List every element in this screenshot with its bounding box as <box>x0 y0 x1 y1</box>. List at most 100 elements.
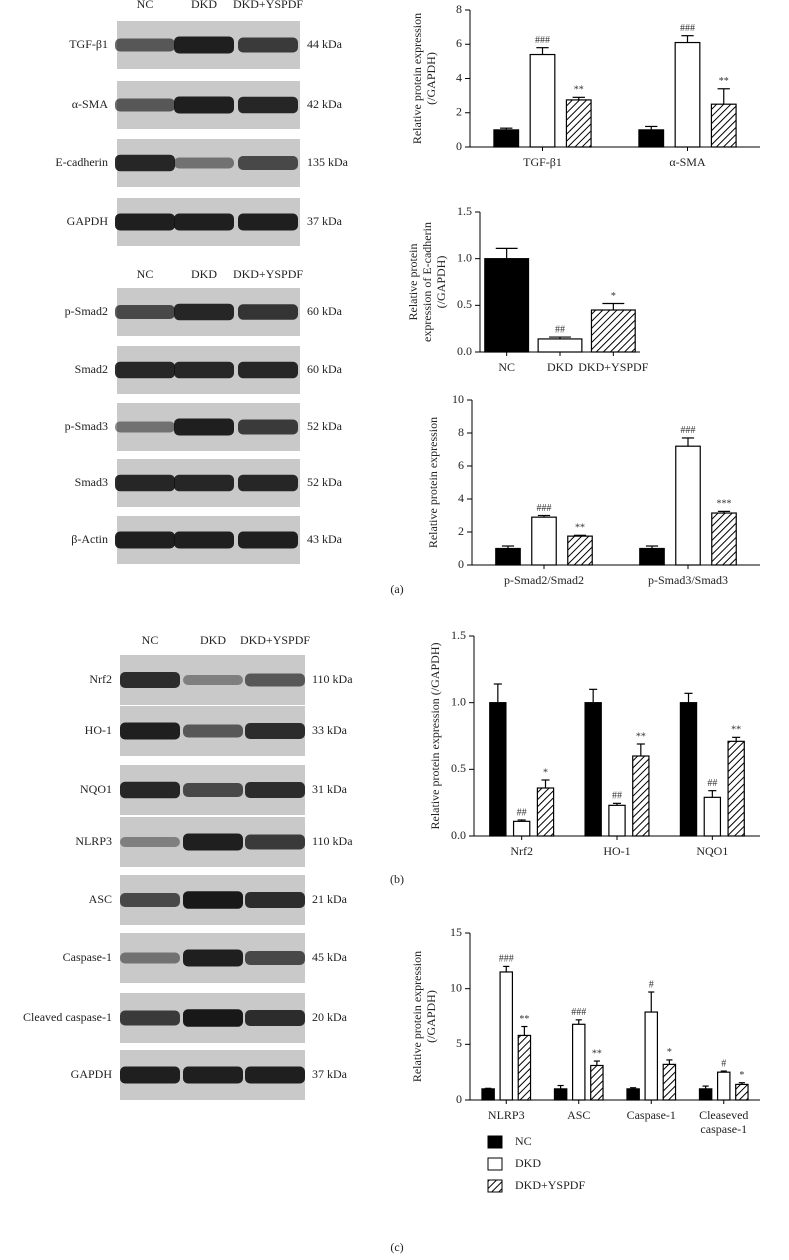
blot-band <box>115 213 175 231</box>
blot-band <box>115 474 175 492</box>
blot-band <box>115 38 175 52</box>
blot-band <box>245 673 305 687</box>
lane-label: DKD+YSPDF <box>233 0 303 11</box>
y-tick-label: 0 <box>456 139 462 153</box>
x-tick-label: p-Smad3/Smad3 <box>648 573 728 587</box>
size-label: 60 kDa <box>307 304 343 318</box>
significance: ## <box>555 324 565 335</box>
size-label: 42 kDa <box>307 97 343 111</box>
protein-label: Cleaved caspase-1 <box>23 1010 112 1024</box>
size-label: 21 kDa <box>312 892 348 906</box>
size-label: 37 kDa <box>312 1067 348 1081</box>
y-tick-label: 2 <box>456 105 462 119</box>
panel-label: (c) <box>390 1240 403 1254</box>
bar <box>639 547 665 566</box>
significance: * <box>667 1047 672 1058</box>
significance: * <box>739 1070 744 1081</box>
size-label: 60 kDa <box>307 362 343 376</box>
protein-label: TGF-β1 <box>69 37 108 51</box>
bar <box>711 512 737 566</box>
size-label: 43 kDa <box>307 532 343 546</box>
bar <box>716 1071 731 1101</box>
x-tick-label: DKD+YSPDF <box>578 360 648 374</box>
protein-label: Nrf2 <box>89 672 112 686</box>
bar <box>632 755 650 837</box>
blot-band <box>245 892 305 908</box>
protein-label: p-Smad2 <box>65 304 108 318</box>
panel-label: (a) <box>390 582 403 596</box>
blot-band <box>174 36 234 54</box>
y-tick-label: 0 <box>456 1092 462 1106</box>
x-tick-label: Nrf2 <box>510 844 533 858</box>
blot-band <box>245 723 305 739</box>
blot-band <box>120 1010 180 1026</box>
bar <box>565 99 592 148</box>
blot-band <box>174 96 234 114</box>
blot-band <box>183 675 243 685</box>
blot-band <box>245 1066 305 1084</box>
protein-label: ASC <box>89 892 112 906</box>
y-tick-label: 6 <box>458 458 464 472</box>
significance: ## <box>707 778 717 789</box>
blot-band <box>238 419 298 435</box>
blot-band <box>238 37 298 53</box>
y-tick-label: 1.0 <box>451 694 466 708</box>
y-tick-label: 8 <box>458 425 464 439</box>
blot-band <box>245 951 305 965</box>
y-tick-label: 10 <box>450 980 462 994</box>
protein-label: p-Smad3 <box>65 419 108 433</box>
protein-label: GAPDH <box>71 1067 113 1081</box>
lane-label: DKD <box>200 633 226 647</box>
size-label: 135 kDa <box>307 155 349 169</box>
blot-band <box>115 305 175 319</box>
bar <box>590 309 636 353</box>
bar <box>495 547 521 566</box>
significance: ## <box>517 807 527 818</box>
blot-band <box>238 96 298 114</box>
size-label: 20 kDa <box>312 1010 348 1024</box>
y-tick-label: 10 <box>452 392 464 406</box>
significance: ** <box>636 731 646 742</box>
size-label: 52 kDa <box>307 419 343 433</box>
y-tick-label: 0.5 <box>457 297 472 311</box>
y-axis-label: (/GAPDH) <box>424 990 438 1043</box>
significance: ** <box>575 523 585 534</box>
bar <box>517 1034 532 1101</box>
protein-label: Caspase-1 <box>63 950 112 964</box>
blot-band <box>245 834 305 850</box>
size-label: 110 kDa <box>312 672 353 686</box>
protein-label: NLRP3 <box>75 834 112 848</box>
blot-band <box>183 833 243 851</box>
bar <box>662 1063 677 1101</box>
lane-label: DKD+YSPDF <box>240 633 310 647</box>
x-tick-label: NQO1 <box>696 844 728 858</box>
y-axis-label: Relative protein expression <box>410 951 424 1082</box>
protein-label: HO-1 <box>85 723 112 737</box>
lane-label: DKD <box>191 267 217 281</box>
blot-band <box>115 361 175 379</box>
lane-label: NC <box>137 267 154 281</box>
significance: ** <box>592 1048 602 1059</box>
bar <box>537 338 583 353</box>
blot-band <box>245 1010 305 1026</box>
legend-swatch <box>487 1157 503 1171</box>
size-label: 45 kDa <box>312 950 348 964</box>
y-axis-label: (/GAPDH) <box>424 52 438 105</box>
bar <box>567 535 593 566</box>
significance: ## <box>612 791 622 802</box>
bar <box>644 1011 659 1101</box>
bar <box>675 445 701 566</box>
bar <box>571 1023 586 1101</box>
y-tick-label: 4 <box>458 491 464 505</box>
protein-label: E-cadherin <box>55 155 108 169</box>
y-axis-label: expression of E-cadherin <box>420 222 434 342</box>
protein-label: β-Actin <box>71 532 108 546</box>
significance: ### <box>535 35 550 46</box>
protein-label: α-SMA <box>72 97 109 111</box>
significance: ** <box>574 85 584 96</box>
bar <box>531 516 557 566</box>
bar <box>529 53 556 148</box>
blot-band <box>183 783 243 797</box>
bar <box>590 1064 604 1101</box>
x-tick-label: TGF-β1 <box>523 155 562 169</box>
